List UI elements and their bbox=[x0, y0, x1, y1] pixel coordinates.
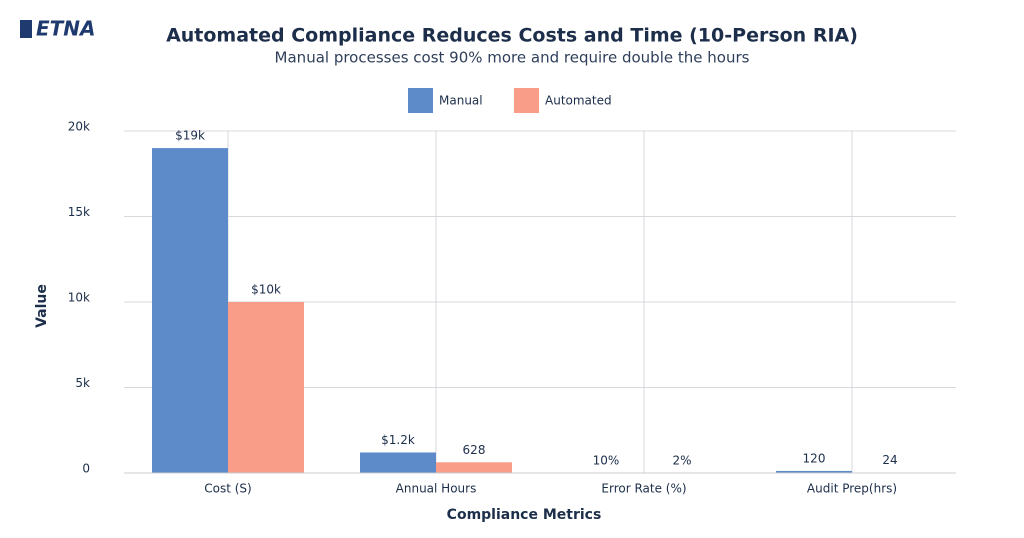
value-label: $19k bbox=[175, 129, 205, 143]
y-tick-label: 5k bbox=[75, 376, 90, 390]
value-label: $1.2k bbox=[381, 433, 415, 447]
x-tick-label: Cost (S) bbox=[204, 482, 251, 496]
bar bbox=[776, 470, 852, 473]
bar bbox=[360, 452, 436, 473]
x-tick-label: Annual Hours bbox=[396, 482, 477, 496]
value-label: $10k bbox=[251, 283, 281, 297]
legend-swatch bbox=[514, 88, 539, 113]
y-tick-label: 20k bbox=[68, 120, 90, 134]
bar bbox=[228, 302, 304, 473]
x-tick-label: Error Rate (%) bbox=[601, 482, 686, 496]
y-tick-label: 10k bbox=[68, 291, 90, 305]
bar bbox=[436, 462, 512, 473]
legend-label: Automated bbox=[545, 94, 612, 108]
bar bbox=[152, 148, 228, 473]
legend-swatch bbox=[408, 88, 433, 113]
value-label: 24 bbox=[882, 453, 897, 467]
y-tick-label: 0 bbox=[82, 462, 90, 476]
chart-subtitle: Manual processes cost 90% more and requi… bbox=[275, 49, 750, 67]
x-axis-title: Compliance Metrics bbox=[447, 507, 602, 523]
logo-mark bbox=[20, 20, 32, 38]
value-label: 628 bbox=[463, 443, 486, 457]
value-label: 120 bbox=[803, 451, 826, 465]
value-label: 10% bbox=[593, 453, 620, 467]
legend-label: Manual bbox=[439, 94, 483, 108]
chart-title: Automated Compliance Reduces Costs and T… bbox=[166, 25, 858, 47]
logo: ETNA bbox=[20, 17, 96, 41]
logo-text: ETNA bbox=[36, 17, 96, 41]
x-tick-label: Audit Prep(hrs) bbox=[807, 482, 897, 496]
y-axis-title: Value bbox=[34, 284, 50, 328]
value-label: 2% bbox=[672, 453, 691, 467]
y-tick-label: 15k bbox=[68, 205, 90, 219]
